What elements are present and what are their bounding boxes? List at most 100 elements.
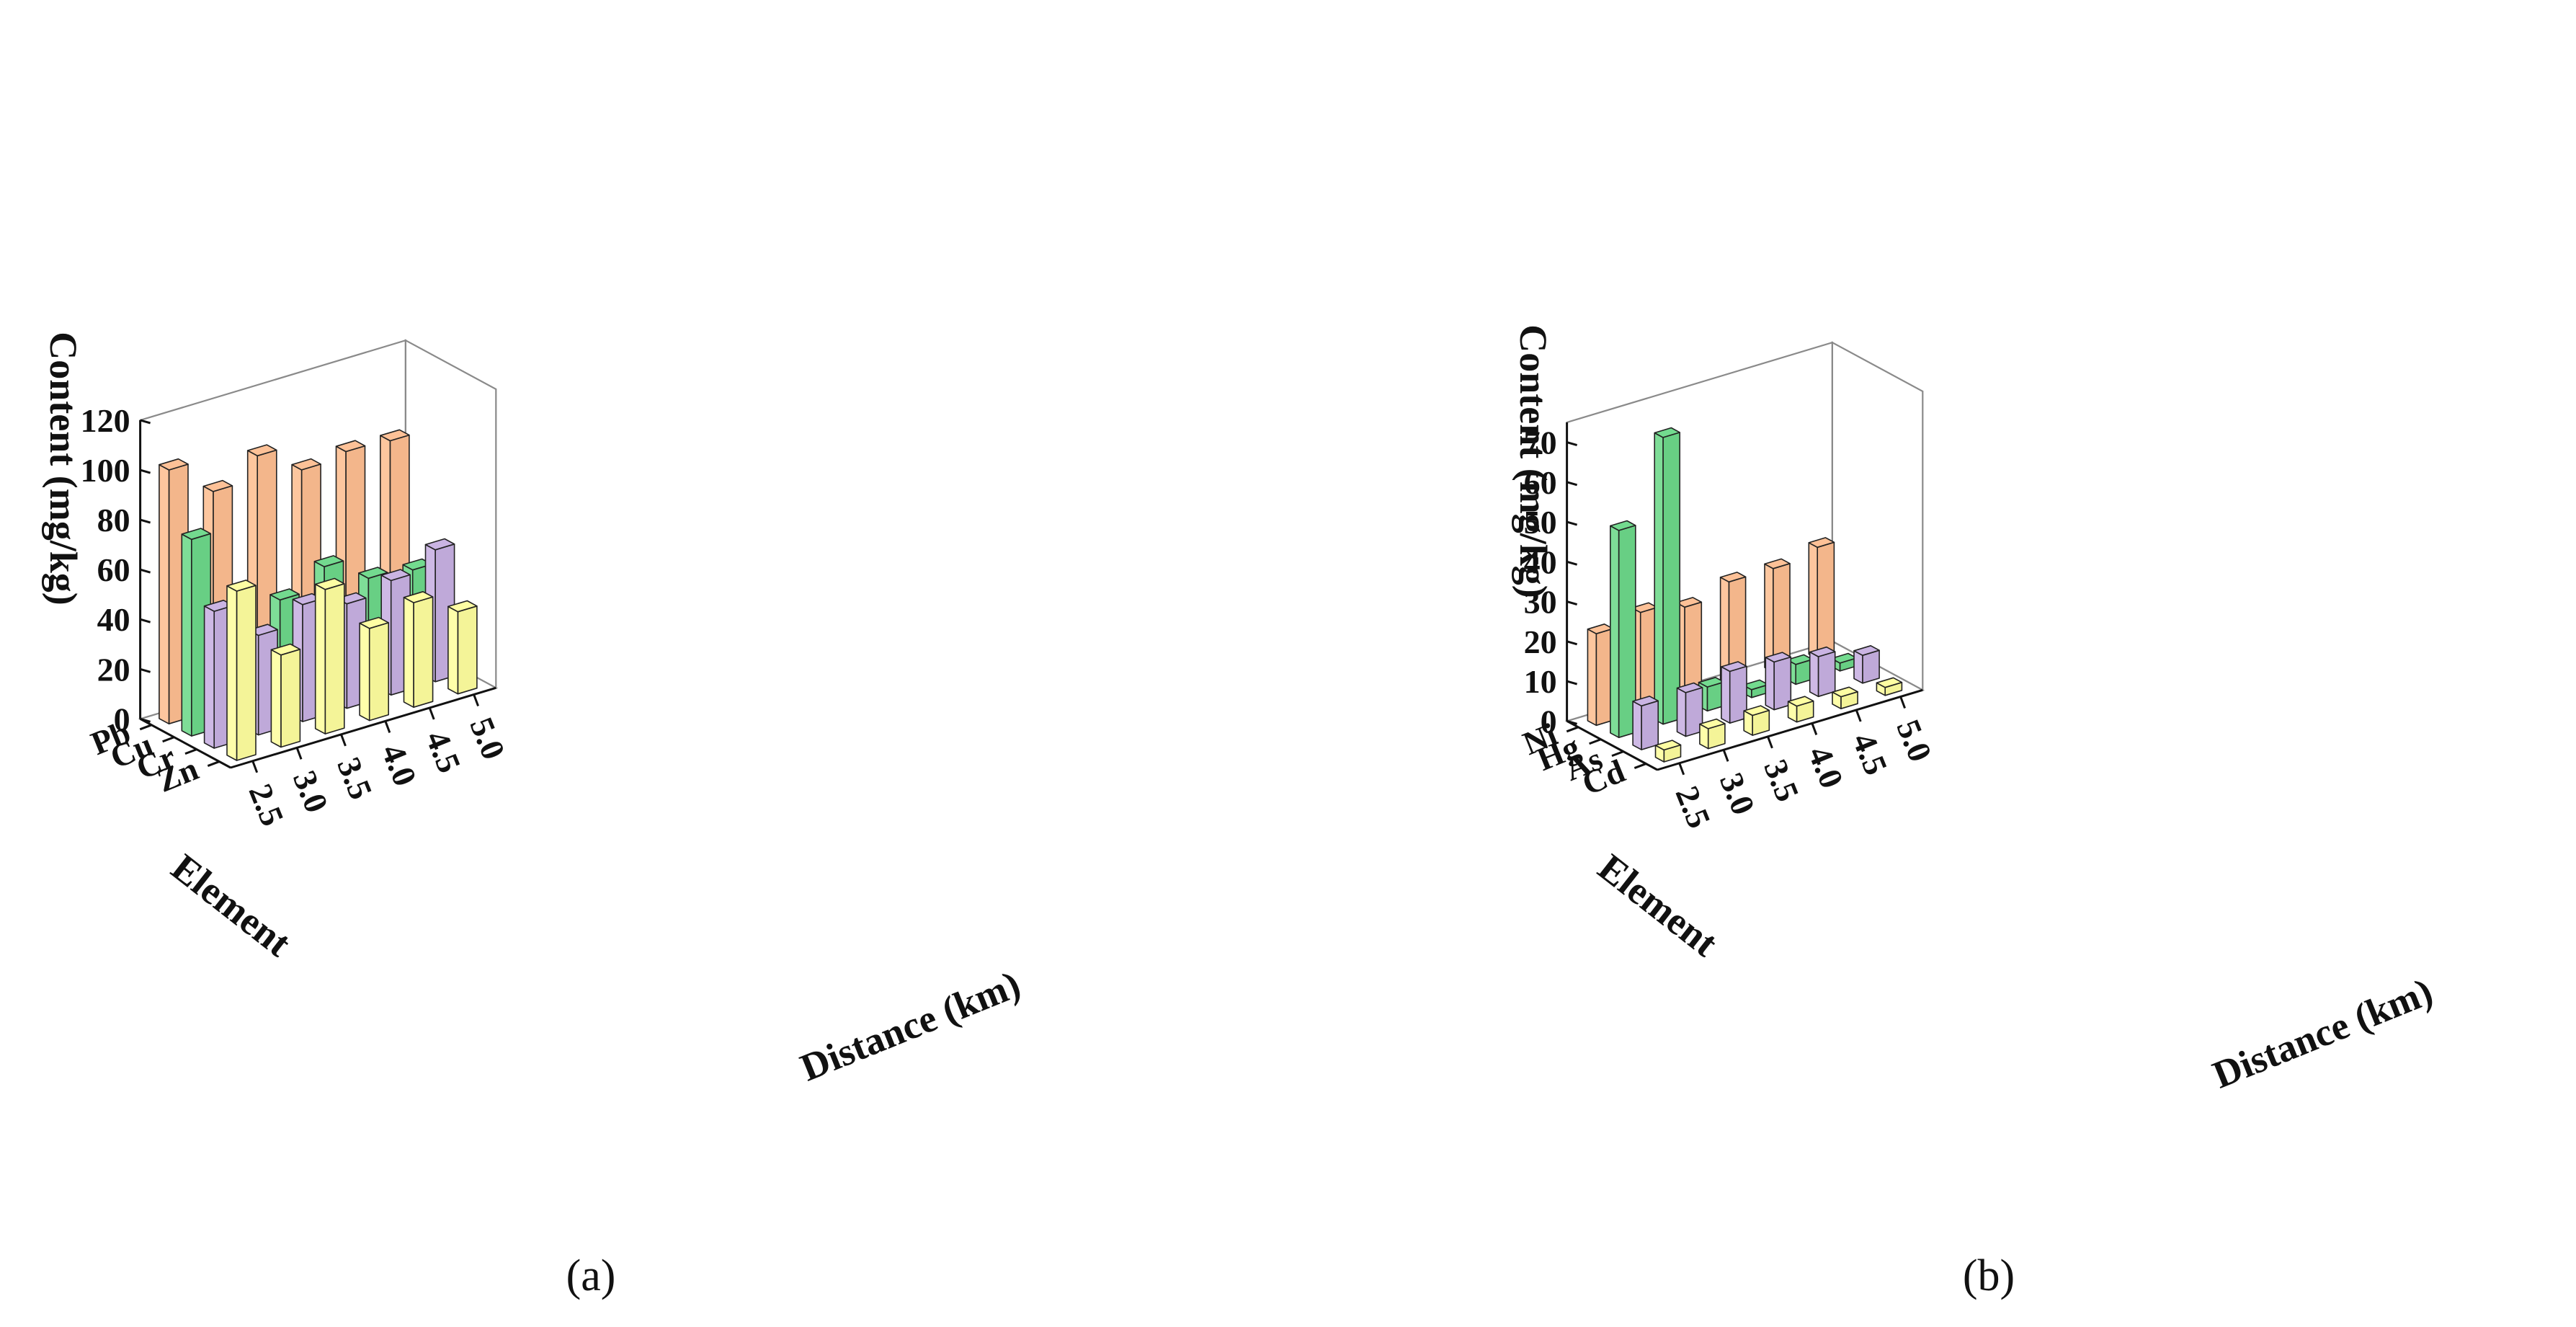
bar-side-face xyxy=(270,649,282,748)
panel-b-element-tick-mark xyxy=(1589,738,1602,745)
panel-b-element-tick-mark xyxy=(1634,763,1646,769)
panel-b-bars xyxy=(1587,427,1903,763)
panel-b-z-tick-label: 40 xyxy=(1524,543,1557,580)
bar-top-face xyxy=(313,555,344,568)
panel-b-distance-tick-mark xyxy=(1855,709,1862,722)
bar-top-face xyxy=(1632,696,1659,707)
bar-top-face xyxy=(181,528,212,541)
bar-front-face xyxy=(457,605,478,695)
panel-b-distance-tick-mark xyxy=(1678,763,1685,776)
panel-a-bar-Zn-4.5 xyxy=(403,590,434,709)
panel-b-z-tick-label: 10 xyxy=(1524,663,1557,700)
bar-top-face xyxy=(1721,661,1747,673)
panel-b-bar-Cd-5.0 xyxy=(1876,677,1903,696)
panel-b-bar-Ni-2.5 xyxy=(1587,623,1614,727)
panel-a-bar-Zn-3.5 xyxy=(314,577,345,734)
panel-a-distance-tick-mark xyxy=(251,760,259,773)
panel-b-z-tick-mark xyxy=(1566,600,1578,606)
bar-front-face xyxy=(324,582,345,734)
bar-top-face xyxy=(226,580,257,592)
panel-a-z-tick-mark xyxy=(140,518,151,524)
bar-top-face xyxy=(1764,558,1791,569)
bar-top-face xyxy=(291,458,321,471)
bar-side-face xyxy=(1632,701,1642,750)
bar-side-face xyxy=(1610,525,1620,739)
panel-b-z-tick-mark xyxy=(1566,560,1578,566)
panel-b-distance-tick-mark xyxy=(1811,722,1818,735)
bar-side-face xyxy=(403,596,414,709)
panel-a-z-tick-label: 60 xyxy=(97,551,130,588)
bar-front-face xyxy=(1662,432,1680,725)
bar-side-face xyxy=(359,622,370,722)
panel-a-element-axis-line xyxy=(139,718,231,769)
bar-front-face xyxy=(1862,649,1880,684)
bar-front-face xyxy=(280,648,301,748)
bar-top-face xyxy=(403,590,434,603)
panel-b-z-tick-mark xyxy=(1566,481,1578,487)
bar-top-face xyxy=(357,567,388,580)
panel-a-z-tick-label: 20 xyxy=(97,651,130,688)
panel-b-bar-Cd-2.5 xyxy=(1654,740,1682,763)
bar-front-face xyxy=(1817,541,1835,660)
panel-b-z-tick-label: 20 xyxy=(1524,623,1557,660)
panel-b-element-tick-mark xyxy=(1566,726,1579,733)
panel-b-bar-As-4.0 xyxy=(1765,652,1792,711)
panel-a-z-tick-label: 100 xyxy=(81,452,130,489)
panel-b-bar-As-2.5 xyxy=(1632,696,1659,750)
panel-a-element-tick-mark xyxy=(162,736,175,743)
bar-top-face xyxy=(269,588,300,601)
bar-side-face xyxy=(1765,657,1775,711)
bar-side-face xyxy=(1853,649,1863,684)
panel-b-z-tick-label: 0 xyxy=(1541,703,1557,740)
bar-side-face xyxy=(159,463,170,725)
panel-b-bar-As-5.0 xyxy=(1853,644,1880,684)
bar-side-face xyxy=(203,605,215,749)
bar-side-face xyxy=(1676,687,1687,737)
panel-b-bar-Ni-5.0 xyxy=(1808,537,1835,660)
bar-side-face xyxy=(226,585,238,761)
panel-b-element-tick-mark xyxy=(1611,750,1624,758)
bar-top-face xyxy=(202,479,233,492)
panel-a-bar-Zn-2.5 xyxy=(226,580,257,761)
panel-a-distance-tick-mark xyxy=(295,747,303,760)
panel-b-bar-Hg-2.5 xyxy=(1610,520,1636,739)
panel-a-bar-Zn-5.0 xyxy=(447,600,478,695)
bar-top-face xyxy=(1743,705,1770,716)
panel-a-z-axis-title: Content (mg/kg) xyxy=(42,332,85,605)
bar-top-face xyxy=(1676,682,1703,693)
panel-a-element-tick-mark xyxy=(207,760,220,767)
panel-b-element-axis-line xyxy=(1566,720,1658,771)
bar-top-face xyxy=(1832,686,1858,698)
panel-b-z-tick-label: 60 xyxy=(1524,464,1557,501)
panel-b-distance-tick-mark xyxy=(1899,696,1906,709)
bar-top-face xyxy=(1654,427,1680,438)
panel-b-side-wall xyxy=(1831,341,1924,692)
panel-b-bar-Cd-3.5 xyxy=(1743,705,1770,736)
panel-a-distance-tick-mark xyxy=(473,693,479,707)
bar-front-face xyxy=(1817,651,1836,698)
panel-b-bar-Hg-3.5 xyxy=(1698,676,1725,712)
panel-b-z-tick-mark xyxy=(1566,640,1578,646)
bar-top-face xyxy=(314,577,345,590)
bar-side-face xyxy=(1808,542,1818,660)
bar-top-face xyxy=(1719,572,1747,583)
panel-a-label: (a) xyxy=(566,1251,616,1300)
panel-a-distance-tick-mark xyxy=(428,707,435,720)
bar-front-face xyxy=(413,596,434,709)
bar-side-face xyxy=(1587,628,1597,727)
bar-side-face xyxy=(314,583,326,734)
panel-b-label: (b) xyxy=(1963,1251,2015,1300)
bar-front-face xyxy=(236,585,257,761)
panel-b-z-tick-mark xyxy=(1566,680,1578,685)
panel-b-bar-As-3.0 xyxy=(1676,682,1703,737)
bar-front-face xyxy=(368,622,390,722)
panel-b-z-tick-mark xyxy=(1566,520,1578,526)
bar-top-face xyxy=(246,444,277,457)
bar-top-face xyxy=(1853,644,1880,657)
bar-top-face xyxy=(1610,520,1636,531)
bar-top-face xyxy=(1787,696,1814,707)
bar-top-face xyxy=(1765,652,1792,663)
panel-a-bars xyxy=(159,429,478,761)
bar-top-face xyxy=(1587,623,1614,635)
panel-b-z-tick-label: 30 xyxy=(1524,584,1557,621)
